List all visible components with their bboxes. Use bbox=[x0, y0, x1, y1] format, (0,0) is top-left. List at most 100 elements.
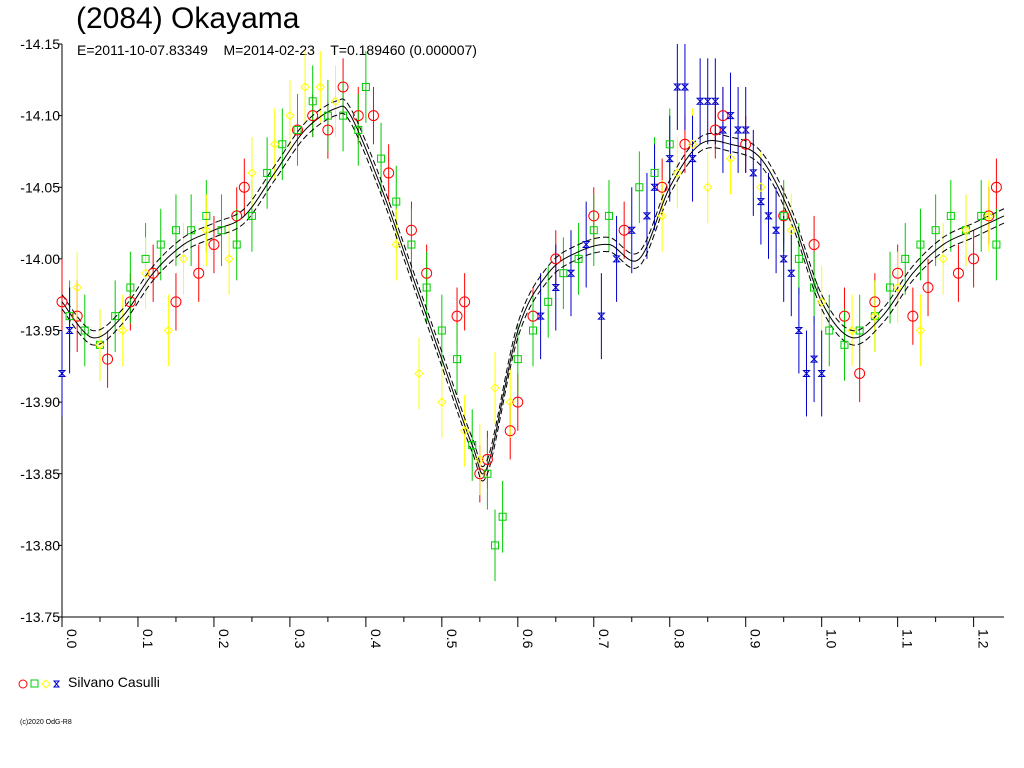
data-point-square bbox=[80, 326, 89, 335]
data-point-square bbox=[308, 97, 317, 106]
data-point-square bbox=[559, 269, 568, 278]
data-point-hourglass bbox=[65, 327, 74, 334]
data-point-hourglass bbox=[802, 369, 811, 377]
x-tick-label: 0.4 bbox=[368, 629, 384, 649]
data-point-square bbox=[840, 340, 849, 349]
data-point-hourglass bbox=[551, 284, 560, 292]
data-point-circle bbox=[512, 396, 524, 408]
chart-title: (2084) Okayama bbox=[76, 2, 300, 35]
data-point-diamond bbox=[391, 239, 401, 250]
data-point-diamond bbox=[847, 325, 857, 336]
data-point-circle bbox=[124, 296, 136, 308]
data-point-circle bbox=[869, 296, 881, 308]
data-point-square bbox=[392, 197, 401, 206]
data-point-hourglass bbox=[733, 126, 743, 134]
data-point-circle bbox=[717, 110, 729, 122]
data-point-circle bbox=[838, 310, 850, 322]
data-point-square bbox=[156, 240, 165, 249]
data-point-hourglass bbox=[794, 327, 804, 334]
data-point-circle bbox=[102, 353, 114, 365]
x-tick-label: 1.2 bbox=[976, 629, 992, 649]
data-point-diamond bbox=[118, 325, 128, 336]
data-point-diamond bbox=[285, 110, 295, 121]
y-tick-label: -14.10 bbox=[20, 108, 60, 124]
data-point-square bbox=[901, 254, 910, 263]
legend-diamond-icon bbox=[41, 679, 51, 689]
y-tick-label: -13.80 bbox=[20, 537, 60, 553]
data-point-diamond bbox=[703, 182, 713, 192]
data-point-diamond bbox=[315, 82, 325, 92]
x-tick-label: 0.0 bbox=[64, 629, 80, 649]
data-point-hourglass bbox=[718, 126, 728, 134]
data-point-hourglass bbox=[688, 155, 697, 163]
data-point-diamond bbox=[756, 182, 766, 192]
data-point-circle bbox=[405, 224, 417, 236]
data-point-square bbox=[794, 254, 803, 263]
x-tick-label: 0.3 bbox=[292, 629, 308, 649]
y-tick-label: -13.85 bbox=[20, 466, 60, 482]
data-point-square bbox=[437, 326, 446, 335]
data-point-diamond bbox=[657, 211, 667, 221]
data-point-circle bbox=[193, 267, 205, 279]
data-point-circle bbox=[337, 81, 349, 93]
data-point-circle bbox=[56, 296, 68, 308]
data-point-diamond bbox=[414, 368, 424, 379]
data-point-circle bbox=[170, 296, 182, 308]
data-point-hourglass bbox=[665, 155, 674, 163]
data-point-circle bbox=[352, 110, 364, 122]
data-point-diamond bbox=[505, 397, 515, 407]
data-point-circle bbox=[808, 239, 820, 251]
data-point-square bbox=[635, 183, 644, 192]
data-point-circle bbox=[71, 310, 83, 322]
data-point-circle bbox=[679, 138, 691, 150]
data-point-hourglass bbox=[779, 255, 788, 263]
data-point-square bbox=[232, 240, 241, 249]
data-point-circle bbox=[504, 425, 516, 437]
data-point-hourglass bbox=[650, 183, 659, 191]
y-tick-label: -14.15 bbox=[20, 36, 60, 52]
data-point-circle bbox=[421, 267, 433, 279]
data-point-circle bbox=[459, 296, 471, 308]
data-point-hourglass bbox=[741, 126, 750, 134]
data-point-hourglass bbox=[627, 226, 636, 234]
data-point-square bbox=[453, 355, 462, 364]
data-point-square bbox=[779, 211, 788, 220]
data-point-square bbox=[498, 512, 507, 521]
data-point-circle bbox=[474, 468, 486, 480]
data-point-diamond bbox=[786, 225, 796, 235]
data-point-diamond bbox=[178, 254, 189, 264]
y-tick-label: -14.00 bbox=[20, 251, 60, 267]
data-point-diamond bbox=[672, 168, 683, 178]
data-point-square bbox=[946, 211, 955, 220]
y-tick-label: -13.90 bbox=[20, 394, 60, 410]
data-point-square bbox=[407, 240, 416, 249]
data-point-circle bbox=[367, 110, 379, 122]
data-point-square bbox=[650, 168, 659, 177]
data-point-diamond bbox=[163, 325, 174, 336]
x-tick-label: 0.5 bbox=[444, 629, 460, 649]
data-point-diamond bbox=[892, 282, 903, 293]
x-tick-label: 0.6 bbox=[520, 629, 536, 649]
data-point-circle bbox=[481, 453, 493, 465]
data-point-circle bbox=[451, 310, 463, 322]
data-point-hourglass bbox=[566, 269, 576, 277]
data-point-diamond bbox=[961, 225, 971, 235]
data-points bbox=[56, 81, 1002, 550]
legend-hourglass-icon bbox=[52, 680, 61, 688]
data-point-hourglass bbox=[809, 355, 819, 363]
data-point-hourglass bbox=[771, 226, 781, 234]
copyright-notice: (c)2020 OdG-R8 bbox=[20, 719, 72, 726]
x-tick-label: 0.9 bbox=[748, 629, 764, 649]
data-point-circle bbox=[952, 267, 964, 279]
data-point-diamond bbox=[725, 153, 736, 164]
data-point-diamond bbox=[270, 139, 280, 149]
data-point-diamond bbox=[475, 454, 485, 465]
data-point-square bbox=[247, 211, 256, 220]
data-point-square bbox=[141, 254, 150, 263]
data-point-circle bbox=[322, 124, 334, 136]
data-point-diamond bbox=[870, 311, 880, 321]
data-point-hourglass bbox=[612, 255, 621, 263]
data-point-hourglass bbox=[787, 269, 796, 277]
data-point-diamond bbox=[816, 297, 827, 307]
